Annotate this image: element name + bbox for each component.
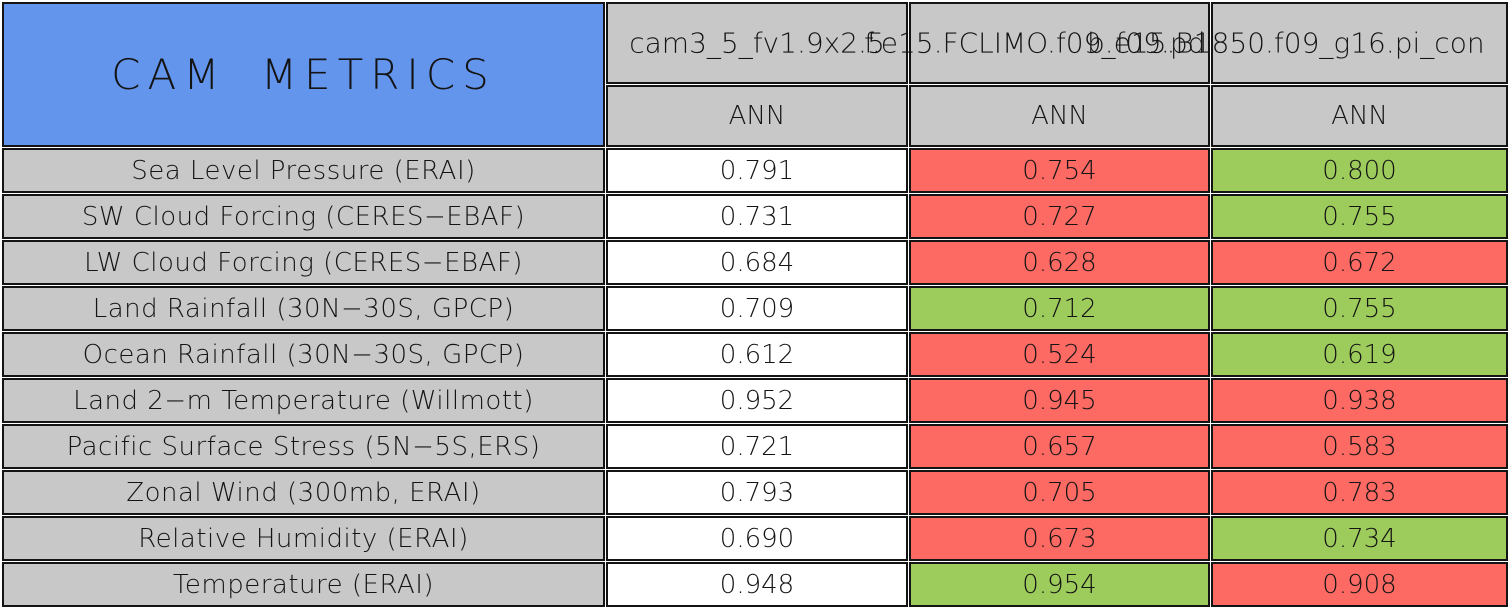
metric-value: 0.783 [1211, 470, 1508, 515]
metric-value: 0.952 [606, 378, 908, 423]
table-row: Ocean Rainfall (30N−30S, GPCP) 0.612 0.5… [2, 332, 1508, 377]
table-row: Sea Level Pressure (ERAI) 0.791 0.754 0.… [2, 148, 1508, 193]
season-header-col1: ANN [606, 85, 908, 147]
table-row: LW Cloud Forcing (CERES−EBAF) 0.684 0.62… [2, 240, 1508, 285]
table-row: SW Cloud Forcing (CERES−EBAF) 0.731 0.72… [2, 194, 1508, 239]
metric-label: Pacific Surface Stress (5N−5S,ERS) [2, 424, 605, 469]
metric-label: Land 2−m Temperature (Willmott) [2, 378, 605, 423]
season-row: ANN ANN ANN [606, 85, 1508, 147]
metric-value: 0.945 [909, 378, 1210, 423]
table-title: CAM METRICS [111, 50, 496, 99]
table-row: Land 2−m Temperature (Willmott) 0.952 0.… [2, 378, 1508, 423]
metric-value: 0.709 [606, 286, 908, 331]
metric-value: 0.672 [1211, 240, 1508, 285]
metric-value: 0.938 [1211, 378, 1508, 423]
season-header-col3: ANN [1211, 85, 1508, 147]
metric-label: Zonal Wind (300mb, ERAI) [2, 470, 605, 515]
metric-value: 0.619 [1211, 332, 1508, 377]
season-label-1: ANN [728, 101, 786, 131]
table-row: Pacific Surface Stress (5N−5S,ERS) 0.721… [2, 424, 1508, 469]
metric-label: Ocean Rainfall (30N−30S, GPCP) [2, 332, 605, 377]
season-label-3: ANN [1331, 101, 1388, 131]
table-row: Temperature (ERAI) 0.948 0.954 0.908 [2, 562, 1508, 607]
metric-value: 0.583 [1211, 424, 1508, 469]
table-row: Zonal Wind (300mb, ERAI) 0.793 0.705 0.7… [2, 470, 1508, 515]
metric-value: 0.734 [1211, 516, 1508, 561]
model-header-col2: f.e15.FCLIMO.f09_f09.pd [864, 2, 1210, 84]
table-title-cell: CAM METRICS [2, 2, 605, 147]
model-name-2: f.e15.FCLIMO.f09_f09.pd [864, 26, 1206, 60]
metric-value: 0.954 [909, 562, 1210, 607]
table-row: Land Rainfall (30N−30S, GPCP) 0.709 0.71… [2, 286, 1508, 331]
season-header-col2: ANN [909, 85, 1210, 147]
metric-value: 0.791 [606, 148, 908, 193]
model-name-row: cam3_5_fv1.9x2.5 f.e15.FCLIMO.f09_f09.pd… [606, 2, 1508, 84]
metric-value: 0.673 [909, 516, 1210, 561]
metric-label: SW Cloud Forcing (CERES−EBAF) [2, 194, 605, 239]
metric-label: Temperature (ERAI) [2, 562, 605, 607]
model-header-col3: b.e15.B1850.f09_g16.pi_con [1087, 2, 1508, 84]
metric-value: 0.731 [606, 194, 908, 239]
metric-value: 0.612 [606, 332, 908, 377]
metric-label: LW Cloud Forcing (CERES−EBAF) [2, 240, 605, 285]
metric-value: 0.793 [606, 470, 908, 515]
table-header: CAM METRICS cam3_5_fv1.9x2.5 f.e15.FCLIM… [2, 2, 1508, 147]
metric-value: 0.948 [606, 562, 908, 607]
metric-value: 0.755 [1211, 194, 1508, 239]
table-row: Relative Humidity (ERAI) 0.690 0.673 0.7… [2, 516, 1508, 561]
metric-value: 0.657 [909, 424, 1210, 469]
metric-value: 0.800 [1211, 148, 1508, 193]
metric-value: 0.727 [909, 194, 1210, 239]
metric-value: 0.705 [909, 470, 1210, 515]
model-header-col1: cam3_5_fv1.9x2.5 [606, 2, 908, 84]
metric-value: 0.755 [1211, 286, 1508, 331]
model-name-1: cam3_5_fv1.9x2.5 [629, 26, 885, 60]
metric-value: 0.628 [909, 240, 1210, 285]
metric-value: 0.712 [909, 286, 1210, 331]
metric-value: 0.908 [1211, 562, 1508, 607]
metric-value: 0.690 [606, 516, 908, 561]
metric-value: 0.684 [606, 240, 908, 285]
metric-label: Sea Level Pressure (ERAI) [2, 148, 605, 193]
metric-value: 0.754 [909, 148, 1210, 193]
metric-label: Land Rainfall (30N−30S, GPCP) [2, 286, 605, 331]
metric-label: Relative Humidity (ERAI) [2, 516, 605, 561]
metric-value: 0.721 [606, 424, 908, 469]
metric-value: 0.524 [909, 332, 1210, 377]
season-label-2: ANN [1031, 101, 1088, 131]
model-name-3: b.e15.B1850.f09_g16.pi_con [1087, 26, 1485, 60]
header-columns: cam3_5_fv1.9x2.5 f.e15.FCLIMO.f09_f09.pd… [606, 2, 1508, 147]
